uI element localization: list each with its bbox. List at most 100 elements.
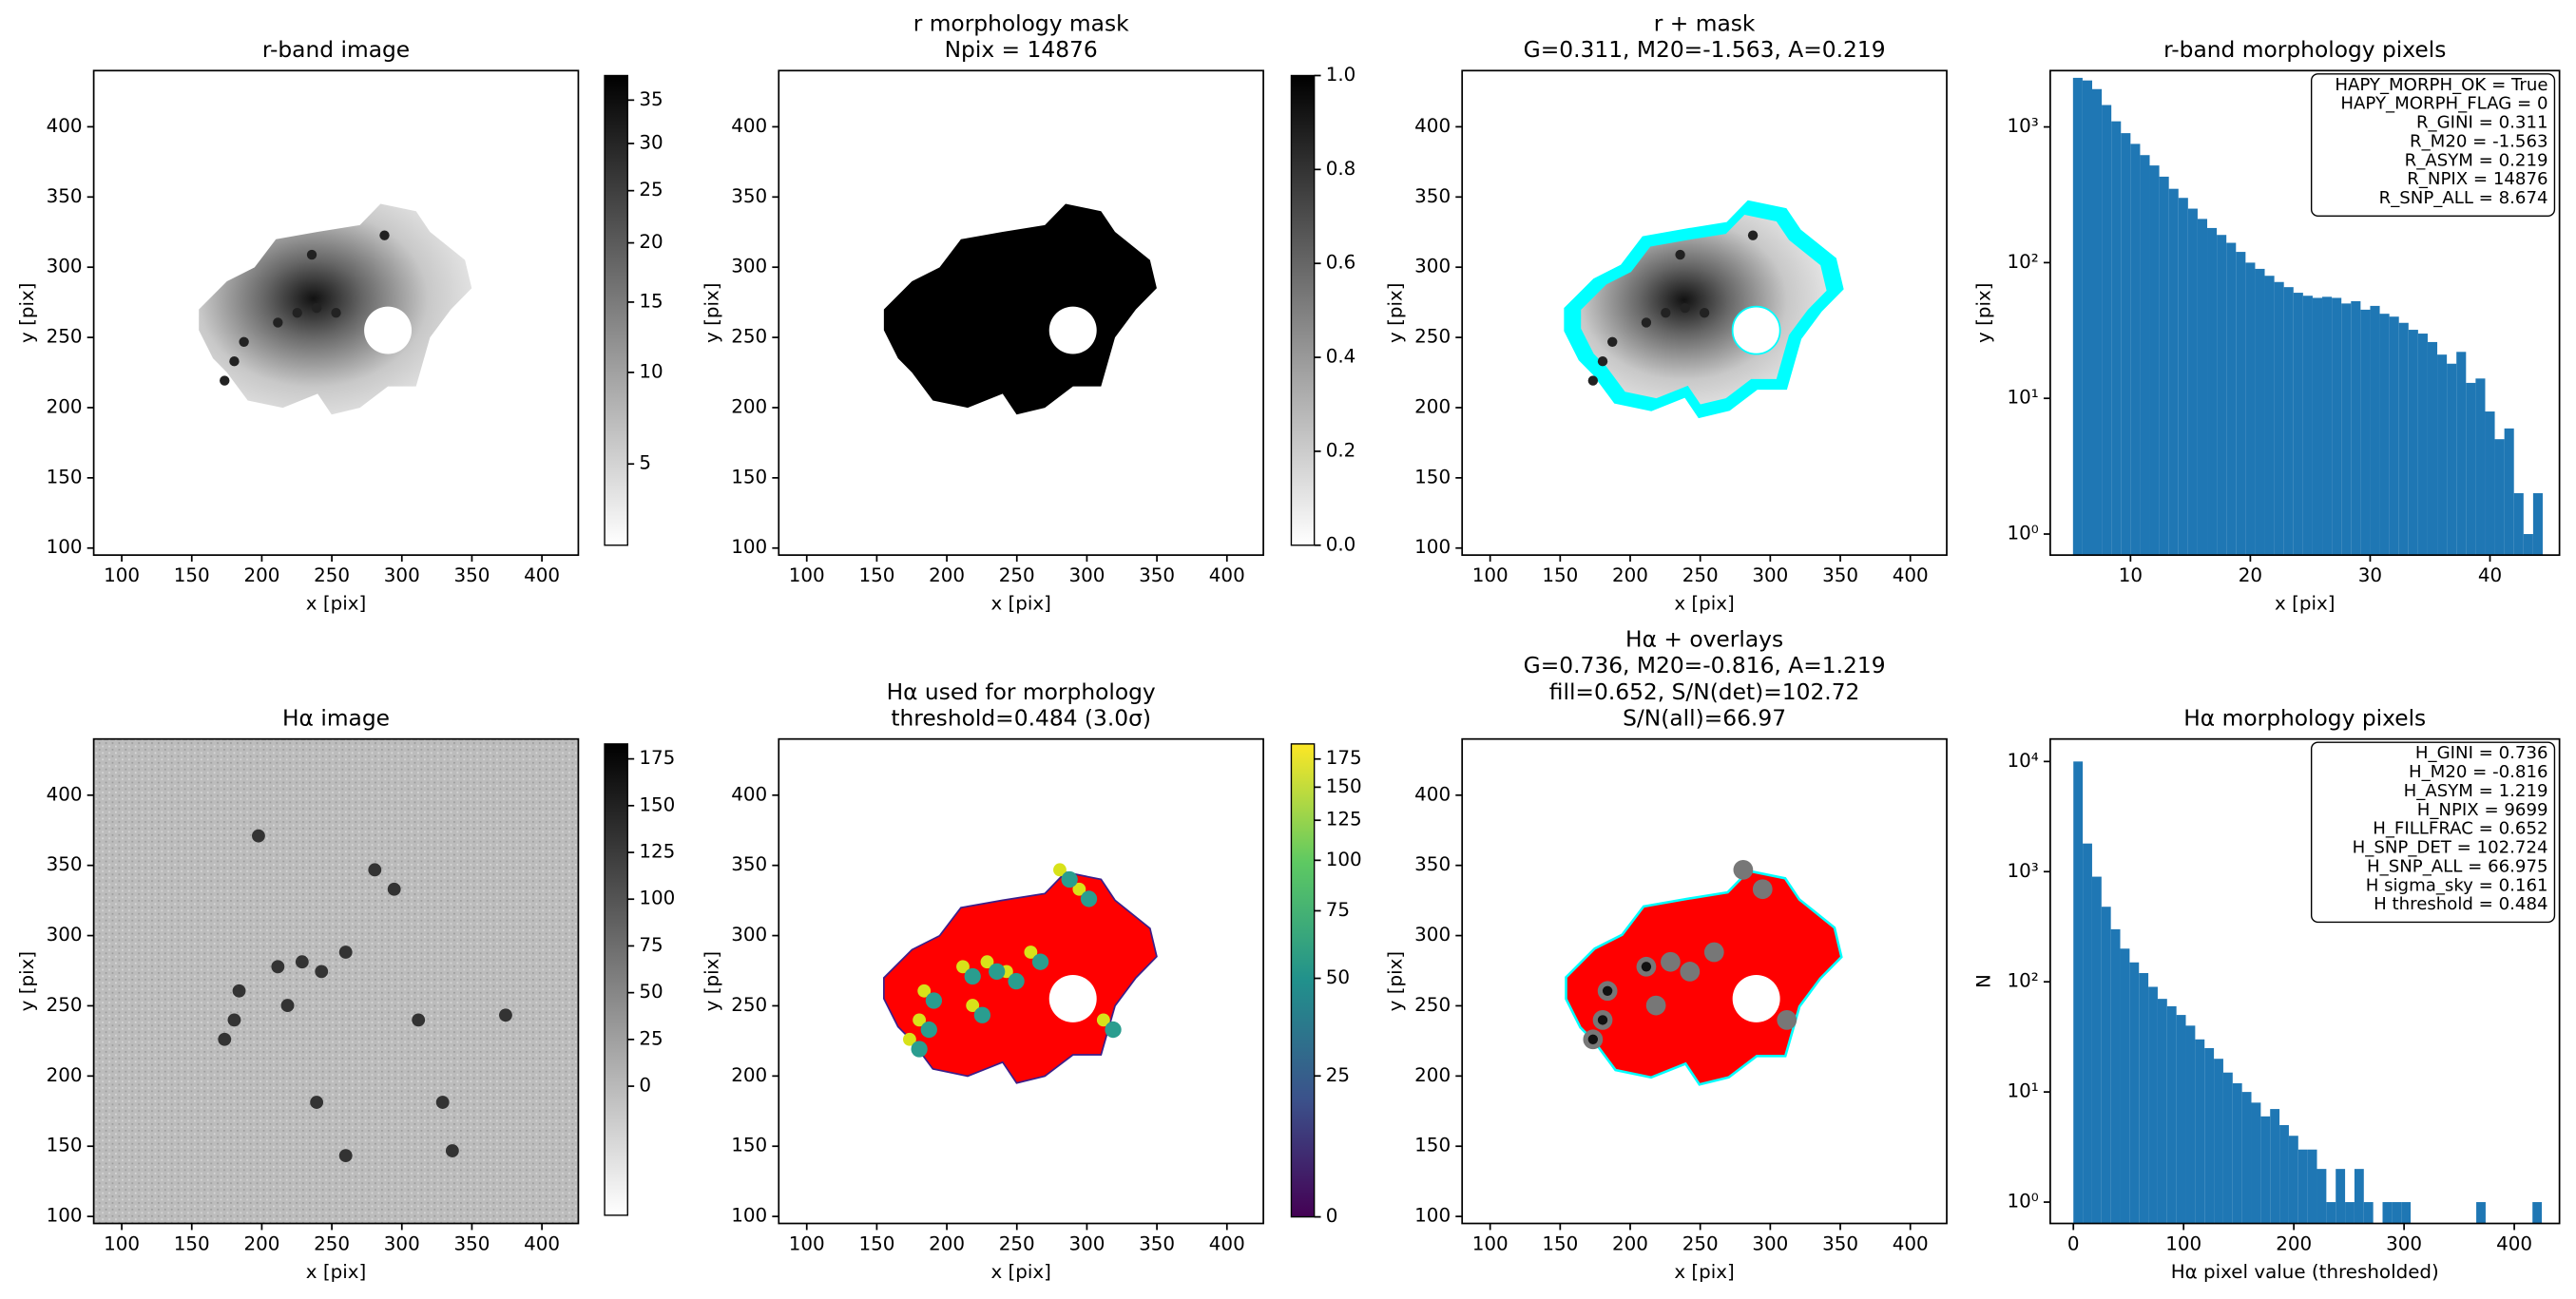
y-tick-label: 200 (47, 395, 83, 417)
histogram-bar (2260, 1116, 2271, 1224)
y-tick-label: 150 (1414, 466, 1451, 487)
image-feature (338, 1149, 353, 1163)
y-tick-label: 150 (47, 1135, 83, 1156)
histogram-bar (2111, 121, 2122, 556)
panel-title: r-band morphology pixels (2163, 36, 2446, 63)
panel-title: r morphology mask (913, 10, 1129, 36)
colorbar-tick-label: 25 (1326, 1064, 1350, 1086)
x-tick-label: 200 (1612, 1232, 1648, 1254)
histogram-bar (2379, 314, 2390, 556)
histogram-bar (2241, 1092, 2252, 1224)
y-tick-label: 400 (47, 115, 83, 137)
colorbar-tick-label: 5 (639, 452, 651, 474)
histogram-bar (2345, 1202, 2355, 1224)
annotation-text: H sigma_sky = 0.161 (2366, 875, 2548, 895)
image-feature (980, 955, 994, 969)
histogram-bar (2283, 287, 2294, 556)
histogram-bar (2251, 1102, 2261, 1224)
histogram-bar (2476, 1202, 2486, 1224)
colorbar-tick-label: 175 (639, 747, 675, 769)
axes-frame (2049, 69, 2561, 556)
histogram-bar (2274, 281, 2284, 556)
histogram-bar (2130, 143, 2141, 556)
x-tick-label: 400 (1893, 1232, 1929, 1254)
colorbar-tick-label: 75 (639, 934, 663, 956)
image-feature (1641, 317, 1652, 328)
image-feature (1661, 951, 1681, 972)
y-tick-label: 300 (47, 924, 83, 946)
histogram-bar (2255, 268, 2265, 556)
colorbar-tick-label: 50 (639, 981, 663, 1003)
image-feature (1602, 985, 1613, 996)
x-tick-label: 200 (1612, 564, 1648, 586)
colorbar (604, 74, 628, 546)
image-feature (1053, 863, 1067, 877)
panel-title: Npix = 14876 (945, 36, 1098, 63)
image-feature (229, 356, 240, 367)
image-feature (1699, 308, 1710, 318)
colorbar-tick-label: 50 (1326, 966, 1350, 988)
annotation-text: R_SNP_ALL = 8.674 (2379, 188, 2548, 208)
histogram-bar (2437, 354, 2448, 556)
colorbar-tick-label: 10 (639, 360, 663, 382)
image-feature (220, 375, 230, 386)
colorbar-tick-label: 1.0 (1326, 64, 1356, 86)
image-feature (295, 955, 309, 969)
annotation-text: H_SNP_DET = 102.724 (2353, 838, 2548, 858)
axes-frame (1461, 69, 1948, 556)
image-feature (964, 967, 981, 985)
x-tick-label: 150 (1542, 1232, 1578, 1254)
image-feature (315, 965, 329, 979)
x-tick-label: 100 (2165, 1232, 2201, 1254)
image-feature (445, 1144, 459, 1157)
histogram-bar (2245, 262, 2256, 556)
y-tick-label: 200 (731, 395, 767, 417)
x-tick-label: 300 (384, 1232, 420, 1254)
y-tick-label: 100 (731, 1205, 767, 1227)
histogram-bar (2363, 1202, 2374, 1224)
histogram-bar (2485, 411, 2495, 556)
y-axis-label: y [pix] (1972, 282, 1994, 342)
y-tick-label: 250 (47, 326, 83, 348)
panel-title: G=0.736, M20=-0.816, A=1.219 (1524, 652, 1886, 678)
panel-title: S/N(all)=66.97 (1623, 704, 1786, 731)
histogram-bar (2139, 973, 2149, 1224)
histogram-bar (2187, 208, 2198, 556)
image-feature (379, 230, 390, 240)
axes-frame (1461, 737, 1948, 1225)
x-tick-label: 400 (2496, 1232, 2532, 1254)
x-tick-label: 300 (1752, 564, 1788, 586)
x-tick-label: 200 (929, 1232, 965, 1254)
histogram-bar (2456, 352, 2467, 556)
histogram-bar (2475, 378, 2486, 556)
y-tick-label: 10¹ (2008, 1080, 2039, 1102)
histogram-bar (2157, 999, 2167, 1224)
image-feature (1661, 308, 1671, 318)
colorbar (604, 743, 628, 1216)
histogram-bar (2092, 88, 2103, 556)
histogram-bar (2102, 105, 2112, 556)
y-tick-label: 10² (2008, 970, 2039, 992)
image-feature (1641, 962, 1652, 972)
x-tick-label: 400 (1893, 564, 1929, 586)
y-tick-label: 200 (731, 1064, 767, 1086)
histogram-bar (2222, 1072, 2233, 1224)
x-tick-label: 350 (1822, 564, 1858, 586)
x-tick-label: 100 (104, 1232, 140, 1254)
histogram-bar (2083, 843, 2092, 1224)
image-feature (1597, 356, 1608, 367)
histogram-bar (2532, 1202, 2543, 1224)
image-feature (1733, 859, 1754, 880)
x-tick-label: 100 (1472, 1232, 1509, 1254)
y-axis-label: y [pix] (16, 951, 38, 1011)
x-tick-label: 150 (174, 1232, 210, 1254)
x-axis-label: x [pix] (1674, 592, 1734, 614)
panel-title: G=0.311, M20=-1.563, A=0.219 (1524, 36, 1886, 63)
x-tick-label: 300 (384, 564, 420, 586)
image-feature (1607, 336, 1618, 347)
y-tick-label: 150 (1414, 1135, 1451, 1156)
colorbar-tick-label: 0.8 (1326, 158, 1356, 180)
masked-hole (1731, 305, 1781, 355)
